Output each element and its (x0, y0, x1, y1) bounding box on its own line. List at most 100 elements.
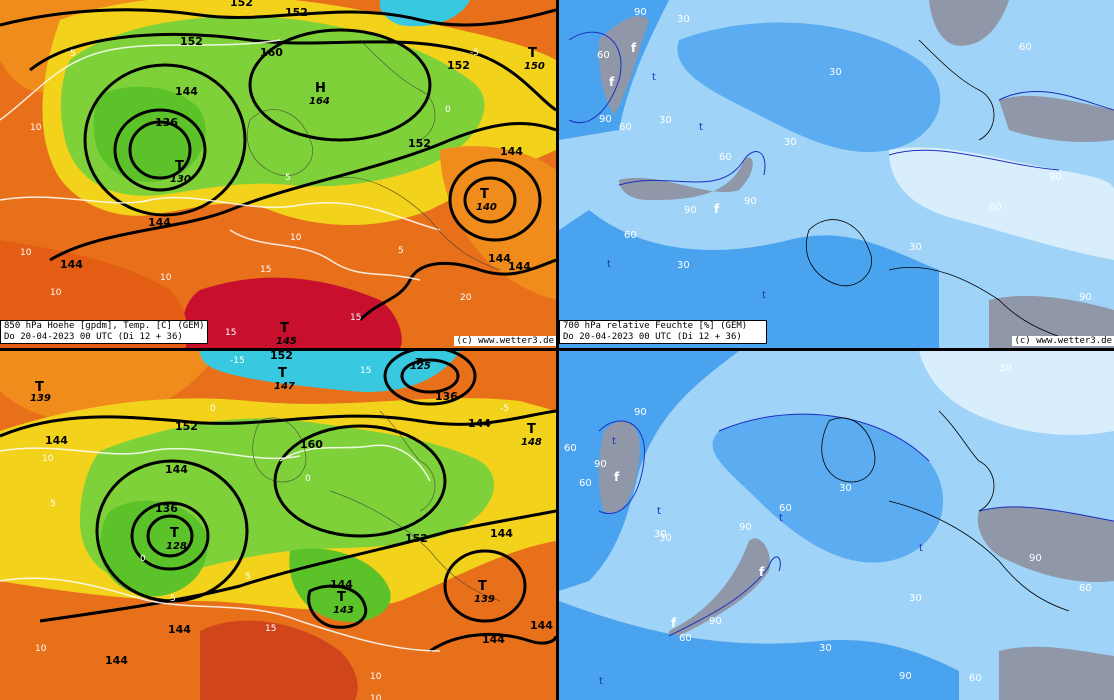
caption-title: 700 hPa relative Feuchte [%] (GEM) (563, 321, 748, 331)
coast-scandinavia (379, 410, 436, 512)
humidity-labels: 90 60 30 90 60 30 90 60 30 90 60 30 90 6… (597, 7, 1092, 303)
low-center-symbol: T (170, 526, 179, 541)
trough-mark: t (599, 676, 603, 687)
rh-coastlines (806, 39, 1070, 341)
low-center-value: 147 (274, 381, 295, 392)
temp-label: -15 (230, 356, 245, 366)
humidity-label: 90 (709, 616, 722, 627)
humidity-label: 90 (634, 407, 647, 418)
low-center-symbol: T (528, 46, 537, 61)
isohypse-low-north (383, 351, 477, 406)
isohypse-144-se (429, 633, 556, 653)
temp-label: 15 (360, 366, 371, 376)
pressure-label: 136 (155, 502, 178, 515)
temp-label: 0 (210, 404, 216, 414)
pressure-label: 144 (148, 216, 171, 229)
pressure-label: 152 (175, 420, 198, 433)
humidity-label: 90 (634, 7, 647, 18)
front-mark: f (631, 41, 637, 55)
humidity-label: 30 (659, 533, 672, 544)
coast-british-isles (247, 109, 313, 177)
coast-continent (329, 490, 501, 602)
temp-label: 10 (30, 123, 42, 133)
rh-area-dark-west (598, 16, 649, 116)
trough-mark: t (919, 543, 923, 554)
temp-area-cyan (200, 351, 460, 392)
pressure-label: 152 (447, 59, 470, 72)
humidity-label: 30 (999, 363, 1012, 374)
temp-area-dark-orange (200, 620, 358, 700)
coast-scandinavia (359, 39, 436, 141)
pressure-label: 144 (530, 619, 553, 632)
pressure-label: 144 (508, 260, 531, 273)
temperature-labels: 5 0 -5 10 15 10 5 10 15 20 10 5 10 15 (20, 48, 479, 338)
front-marks: f f f (609, 41, 720, 216)
temp-label: -5 (500, 404, 509, 414)
humidity-label: 90 (739, 522, 752, 533)
humidity-label: 30 (677, 260, 690, 271)
isohypse-152-top (0, 8, 556, 27)
rh-area-dark-curl (619, 157, 753, 200)
pressure-label: 144 (482, 633, 505, 646)
isohypse-144-se (358, 258, 556, 322)
humidity-label: 60 (969, 673, 982, 684)
temp-area-orange-east (440, 146, 556, 300)
rh-coastlines (821, 410, 1070, 612)
copyright-notice: (c) www.wetter3.de (454, 336, 556, 346)
low-center-symbol: T (480, 187, 489, 202)
map-caption: 850 hPa Hoehe [gpdm], Temp. [C] (GEM) Do… (0, 320, 208, 344)
temp-label: 5 (245, 572, 251, 582)
front-mark: f (609, 75, 615, 89)
humidity-label: 60 (597, 50, 610, 61)
pressure-label: 152 (230, 0, 253, 9)
humidity-label: 90 (594, 459, 607, 470)
high-center-symbol: H (315, 81, 326, 96)
humidity-label: 60 (719, 152, 732, 163)
temp-label: 10 (370, 672, 382, 682)
isohypse-160 (248, 28, 432, 142)
trough-mark: t (699, 122, 703, 133)
humidity-labels: 90 60 30 90 60 30 90 60 30 90 60 30 90 6… (564, 363, 1092, 684)
pressure-centers: T 139 T 147 T 125 T 148 T 128 T 143 T 13… (30, 357, 542, 616)
caption-title: 850 hPa Hoehe [gpdm], Temp. [C] (GEM) (4, 321, 205, 331)
humidity-label: 30 (659, 115, 672, 126)
front-marks: f f f (614, 470, 765, 630)
temp-label: 10 (50, 288, 62, 298)
temp-label: 10 (20, 248, 32, 258)
low-center-value: 139 (474, 594, 495, 605)
pressure-label: 144 (330, 578, 353, 591)
copyright-notice: (c) www.wetter3.de (1012, 336, 1114, 346)
humidity-label: 90 (744, 196, 757, 207)
low-center-symbol: T (527, 422, 536, 437)
trough-mark: t (607, 259, 611, 270)
humidity-label: 90 (899, 671, 912, 682)
temp-label: 20 (460, 293, 472, 303)
temp-area-red (180, 277, 402, 348)
temp-label: 10 (35, 644, 47, 654)
front-mark: f (759, 565, 765, 579)
rh-contour (998, 90, 1114, 111)
temp-label: 10 (290, 233, 302, 243)
panel-700hpa-humidity-top: 90 60 30 90 60 30 90 60 30 90 60 30 90 6… (559, 0, 1114, 348)
low-center-symbol: T (478, 579, 487, 594)
pressure-label: 160 (300, 438, 323, 451)
humidity-label: 60 (564, 443, 577, 454)
temp-label: 15 (260, 265, 271, 275)
coast-scandinavia (918, 39, 995, 141)
temp-label: 0 (445, 105, 451, 115)
humidity-label: 60 (989, 202, 1002, 213)
geopotential-isohypses (0, 8, 556, 322)
trough-mark: t (657, 506, 661, 517)
low-center-value: 130 (170, 174, 191, 185)
humidity-label: 60 (624, 230, 637, 241)
rh-area-mid-west (559, 351, 739, 591)
isohypse-low-north-inner (400, 358, 460, 394)
coast-british-isles (821, 417, 876, 483)
pressure-label: 152 (405, 532, 428, 545)
isohypse-low-east (443, 549, 527, 623)
panel-850hpa-height-temp-top: 152 152 160 152 144 136 144 152 152 144 … (0, 0, 556, 348)
pressure-labels: 152 152 160 152 144 136 144 152 152 144 … (60, 0, 531, 273)
humidity-label: 60 (1079, 583, 1092, 594)
pressure-labels: 152 152 144 144 136 160 152 144 144 144 … (45, 351, 553, 667)
humidity-label: 90 (1049, 172, 1062, 183)
